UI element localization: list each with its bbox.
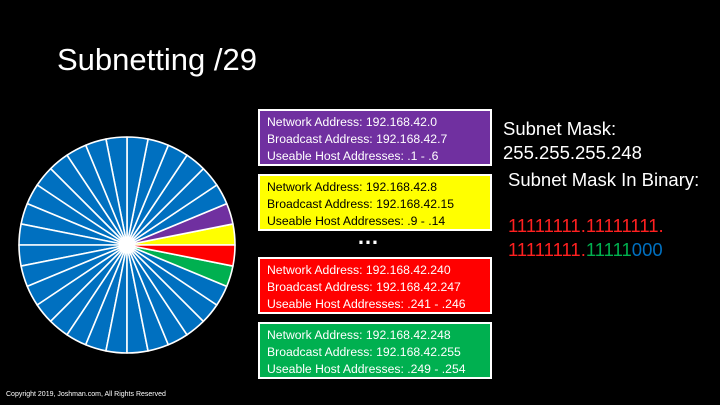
subnet-box-last: Network Address: 192.168.42.248 Broadcas… bbox=[258, 322, 492, 379]
subnet-box-second: Network Address: 192.168.42.8 Broadcast … bbox=[258, 174, 492, 231]
network-address: Network Address: 192.168.42.248 bbox=[267, 328, 451, 342]
binary-mask-line-2: 11111111.11111000 bbox=[508, 238, 663, 261]
subnet-mask-value: 255.255.255.248 bbox=[503, 142, 642, 163]
network-address: Network Address: 192.168.42.0 bbox=[267, 115, 438, 129]
ellipsis: … bbox=[357, 224, 380, 249]
binary-mask-line-1: 11111111.11111111. bbox=[508, 214, 664, 237]
pie-slices bbox=[18, 136, 236, 354]
usable-hosts: Useable Host Addresses: .1 - .6 bbox=[267, 149, 439, 163]
usable-hosts: Useable Host Addresses: .249 - .254 bbox=[267, 362, 466, 376]
subnet-mask-binary-label: Subnet Mask In Binary: bbox=[508, 169, 700, 190]
broadcast-address: Broadcast Address: 192.168.42.255 bbox=[267, 345, 461, 359]
pie-slice-red bbox=[126, 244, 236, 267]
broadcast-address: Broadcast Address: 192.168.42.7 bbox=[267, 132, 448, 146]
usable-hosts: Useable Host Addresses: .241 - .246 bbox=[267, 297, 466, 311]
subnet-box-first: Network Address: 192.168.42.0 Broadcast … bbox=[258, 109, 492, 166]
subnet-box-second-to-last: Network Address: 192.168.42.240 Broadcas… bbox=[258, 257, 492, 314]
copyright-notice: Copyright 2019, Joshman.com, All Rights … bbox=[6, 391, 166, 398]
broadcast-address: Broadcast Address: 192.168.42.247 bbox=[267, 280, 461, 294]
subnet-mask-label: Subnet Mask: bbox=[503, 118, 617, 139]
broadcast-address: Broadcast Address: 192.168.42.15 bbox=[267, 197, 455, 211]
binary-host-bits: 000 bbox=[631, 239, 663, 260]
network-address: Network Address: 192.168.42.240 bbox=[267, 263, 451, 277]
binary-subnet-bits: 11111 bbox=[585, 239, 632, 260]
slide-title: Subnetting /29 bbox=[57, 42, 257, 77]
network-address: Network Address: 192.168.42.8 bbox=[267, 180, 438, 194]
usable-hosts: Useable Host Addresses: .9 - .14 bbox=[267, 214, 446, 228]
binary-network-bits: 11111111.11111111. bbox=[508, 215, 664, 236]
binary-network-bits: 11111111. bbox=[508, 239, 586, 260]
